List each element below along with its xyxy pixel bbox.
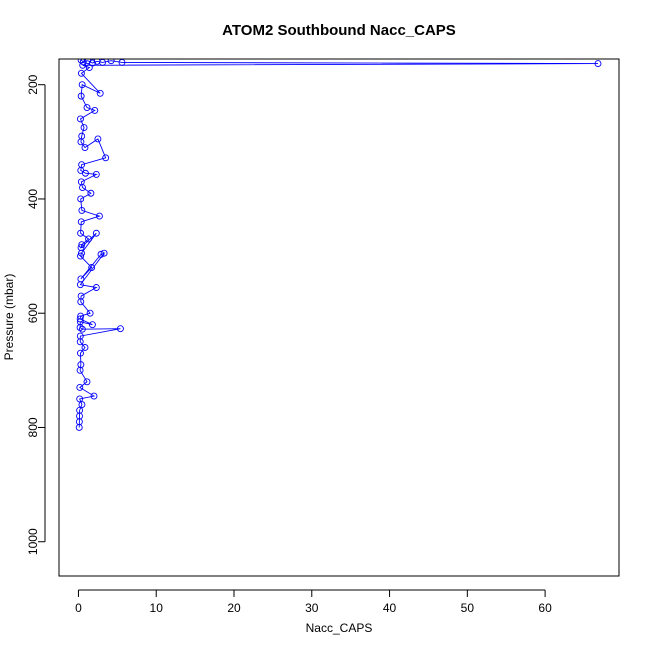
data-point (85, 64, 93, 72)
data-point (77, 229, 85, 237)
data-point (88, 264, 96, 271)
y-tick-label: 200 (26, 74, 40, 94)
x-tick-label: 10 (150, 601, 164, 615)
data-point (594, 60, 602, 68)
y-axis-label: Pressure (mbar) (2, 274, 16, 361)
data-point (95, 212, 103, 220)
data-point (81, 344, 89, 351)
data-point (77, 298, 85, 306)
data-point (92, 229, 100, 237)
data-point (79, 59, 87, 66)
data-point (96, 89, 104, 97)
x-tick-label: 60 (538, 601, 552, 615)
data-point (81, 144, 89, 152)
data-point (79, 61, 87, 69)
data-point (107, 59, 115, 65)
axes: 0 10 20 30 40 50 60 200 400 600 800 1000 (26, 74, 552, 614)
data-point (97, 250, 105, 258)
y-tick-label: 800 (26, 417, 40, 437)
data-point (77, 349, 84, 357)
data-point (78, 81, 86, 89)
plot-frame (58, 58, 620, 577)
x-tick-label: 20 (227, 601, 241, 615)
y-tick-label: 1000 (26, 528, 40, 555)
data-point (78, 249, 85, 257)
data-point (85, 235, 93, 243)
data-point (100, 249, 108, 257)
y-tick-label: 600 (26, 303, 40, 323)
x-axis-label: Nacc_CAPS (306, 621, 373, 635)
chart-title: ATOM2 Southbound Nacc_CAPS (222, 22, 456, 39)
data-point (87, 189, 95, 197)
data-point (77, 195, 85, 203)
data-point (78, 241, 86, 249)
data-point (94, 135, 102, 143)
x-tick-label: 50 (461, 601, 475, 615)
data-point (77, 138, 85, 146)
data-point (78, 206, 86, 214)
data-point (77, 252, 84, 260)
x-tick-label: 40 (383, 601, 397, 615)
data-point (75, 424, 83, 431)
y-tick-label: 400 (26, 189, 40, 209)
data-point (92, 284, 100, 291)
data-point (77, 92, 85, 100)
data-point (88, 59, 96, 67)
data-point (80, 124, 88, 132)
data-point (76, 324, 84, 331)
data-series (75, 59, 602, 431)
data-point (77, 115, 84, 123)
data-point (91, 106, 99, 114)
data-point (78, 325, 86, 333)
data-point (77, 59, 85, 64)
data-point (76, 395, 84, 403)
data-point (102, 154, 110, 162)
data-point (76, 281, 84, 289)
data-point (92, 170, 100, 178)
data-point (76, 338, 84, 346)
data-point (81, 169, 89, 177)
data-point (76, 384, 84, 391)
data-point (83, 378, 91, 386)
data-point (86, 309, 94, 317)
data-point (88, 321, 96, 329)
x-tick-label: 0 (75, 601, 82, 615)
data-point (77, 218, 85, 226)
data-point (90, 392, 98, 400)
data-point (76, 315, 84, 323)
data-point (78, 401, 86, 409)
x-tick-label: 30 (305, 601, 319, 615)
data-point (83, 104, 91, 112)
series-line (78, 59, 599, 428)
data-point (76, 366, 84, 374)
data-point (77, 69, 85, 77)
data-point (116, 325, 124, 333)
data-point (79, 184, 86, 191)
